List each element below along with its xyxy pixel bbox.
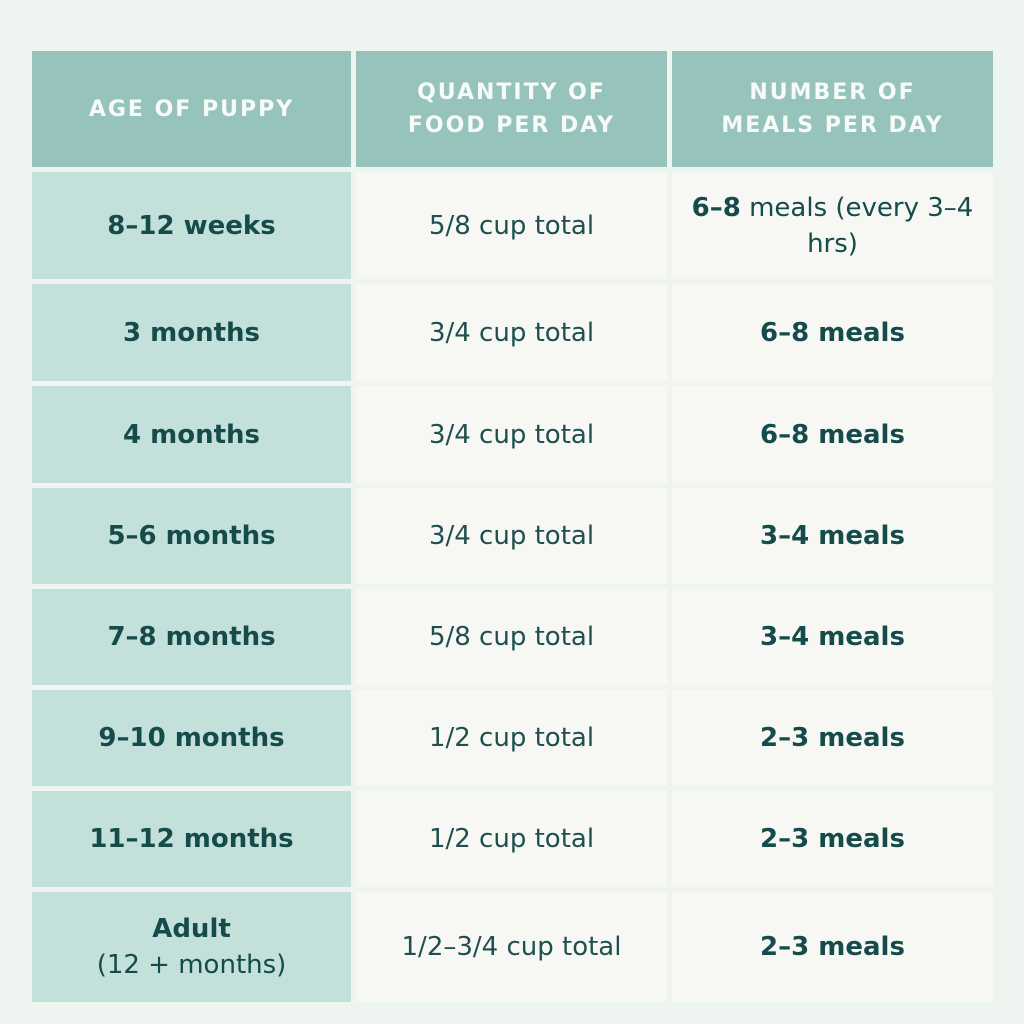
header-age: AGE OF PUPPY [32,51,351,167]
quantity-cell: 3/4 cup total [356,284,667,381]
meals-cell: 3–4 meals [672,589,993,685]
age-cell: 4 months [32,386,351,483]
meals-count: 6–8 [691,192,741,223]
header-meals-line2: MEALS PER DAY [721,113,944,138]
age-cell: 3 months [32,284,351,381]
quantity-cell: 3/4 cup total [356,386,667,483]
meals-detail: meals (every 3–4 hrs) [740,192,974,259]
header-quantity-line1: QUANTITY OF [417,80,606,105]
quantity-cell: 5/8 cup total [356,589,667,685]
quantity-cell: 1/2 cup total [356,791,667,887]
quantity-cell: 1/2–3/4 cup total [356,892,667,1002]
meals-cell: 2–3 meals [672,690,993,786]
header-quantity-line2: FOOD PER DAY [407,113,616,138]
age-cell: Adult (12 + months) [32,892,351,1002]
puppy-feeding-table: AGE OF PUPPY QUANTITY OF FOOD PER DAY NU… [32,51,993,1002]
quantity-cell: 3/4 cup total [356,488,667,584]
header-quantity: QUANTITY OF FOOD PER DAY [356,51,667,167]
meals-cell: 2–3 meals [672,892,993,1002]
age-cell: 11–12 months [32,791,351,887]
header-age-label: AGE OF PUPPY [88,96,295,122]
quantity-cell: 1/2 cup total [356,690,667,786]
age-label: Adult [152,914,231,944]
meals-cell: 6–8 meals [672,386,993,483]
age-cell: 5–6 months [32,488,351,584]
header-meals: NUMBER OF MEALS PER DAY [672,51,993,167]
header-meals-line1: NUMBER OF [749,80,916,105]
age-cell: 8–12 weeks [32,172,351,279]
age-cell: 7–8 months [32,589,351,685]
meals-cell: 6–8 meals (every 3–4 hrs) [672,172,993,279]
age-cell: 9–10 months [32,690,351,786]
quantity-cell: 5/8 cup total [356,172,667,279]
meals-cell: 6–8 meals [672,284,993,381]
age-sublabel: (12 + months) [96,950,287,980]
meals-cell: 2–3 meals [672,791,993,887]
meals-cell: 3–4 meals [672,488,993,584]
